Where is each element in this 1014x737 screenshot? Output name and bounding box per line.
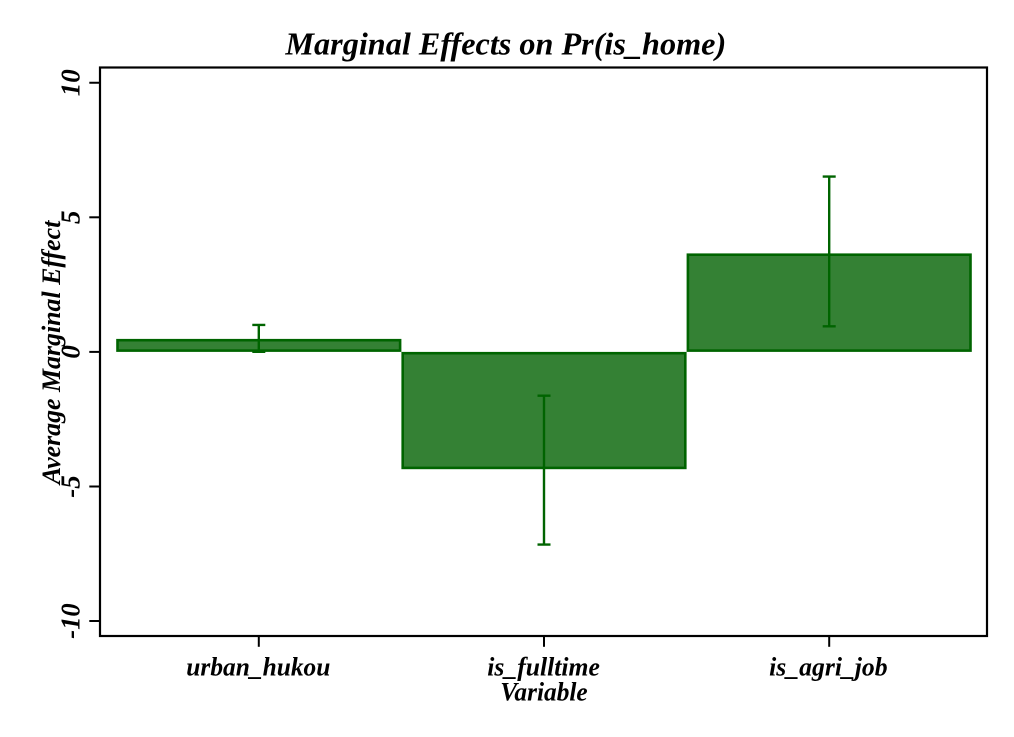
svg-text:is_fulltime: is_fulltime [487, 652, 600, 681]
svg-text:5: 5 [56, 211, 86, 225]
svg-text:Variable: Variable [500, 677, 587, 706]
svg-text:0: 0 [56, 345, 86, 359]
svg-text:urban_hukou: urban_hukou [186, 652, 330, 681]
svg-text:Marginal Effects on Pr(is_home: Marginal Effects on Pr(is_home) [284, 26, 726, 62]
svg-text:Average Marginal Effect: Average Marginal Effect [37, 220, 66, 486]
svg-text:-10: -10 [56, 603, 86, 639]
svg-text:10: 10 [56, 69, 86, 97]
svg-text:-5: -5 [56, 475, 86, 498]
svg-text:is_agri_job: is_agri_job [769, 652, 888, 681]
